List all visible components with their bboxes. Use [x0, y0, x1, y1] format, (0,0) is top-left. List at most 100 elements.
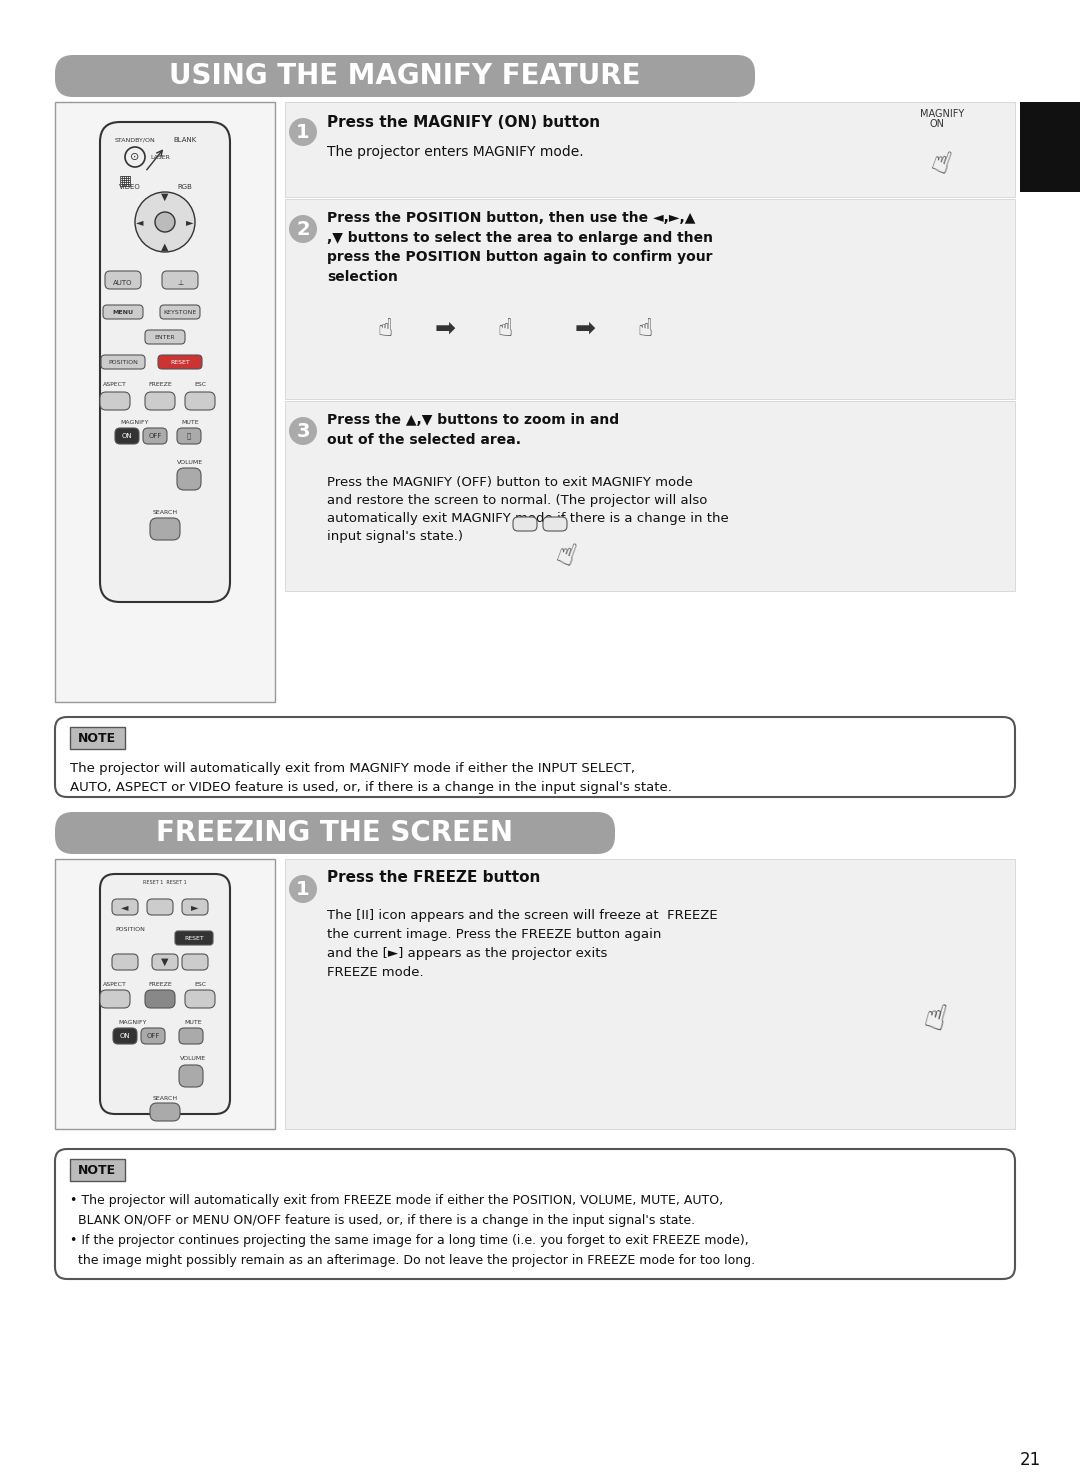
Bar: [55, 859, 275, 1129]
Text: ➡: ➡: [575, 318, 595, 341]
Text: BLANK: BLANK: [174, 137, 197, 142]
Text: FREEZING THE SCREEN: FREEZING THE SCREEN: [157, 819, 513, 847]
Bar: [70, 727, 125, 749]
Text: MUTE: MUTE: [181, 420, 199, 424]
Text: 1: 1: [296, 123, 310, 141]
FancyBboxPatch shape: [185, 990, 215, 1008]
Text: OFF: OFF: [148, 433, 162, 439]
FancyBboxPatch shape: [513, 516, 537, 531]
Text: BLANK ON/OFF or MENU ON/OFF feature is used, or, if there is a change in the inp: BLANK ON/OFF or MENU ON/OFF feature is u…: [70, 1214, 696, 1227]
Text: Press the POSITION button, then use the ◄,►,▲
,▼ buttons to select the area to e: Press the POSITION button, then use the …: [327, 211, 713, 283]
Text: MAGNIFY: MAGNIFY: [121, 420, 149, 424]
FancyBboxPatch shape: [145, 392, 175, 410]
FancyBboxPatch shape: [55, 55, 755, 96]
FancyBboxPatch shape: [175, 930, 213, 945]
FancyBboxPatch shape: [152, 954, 178, 971]
Text: ►: ►: [191, 902, 199, 913]
Text: ▦: ▦: [119, 174, 132, 187]
Text: ▼: ▼: [161, 957, 168, 968]
FancyBboxPatch shape: [147, 899, 173, 916]
FancyBboxPatch shape: [141, 1028, 165, 1045]
Text: ASPECT: ASPECT: [103, 381, 127, 386]
Text: ⊙: ⊙: [131, 151, 139, 162]
Text: RESET: RESET: [184, 935, 204, 941]
FancyBboxPatch shape: [543, 516, 567, 531]
FancyBboxPatch shape: [105, 272, 141, 289]
FancyBboxPatch shape: [145, 329, 185, 344]
Text: The [II] icon appears and the screen will freeze at  FREEZE
the current image. P: The [II] icon appears and the screen wil…: [327, 910, 717, 979]
Text: ➡: ➡: [434, 318, 456, 341]
Text: ☝: ☝: [927, 147, 954, 181]
Bar: [1020, 102, 1080, 191]
Text: ENTER: ENTER: [154, 334, 175, 340]
Text: The projector will automatically exit from MAGNIFY mode if either the INPUT SELE: The projector will automatically exit fr…: [70, 761, 672, 794]
FancyBboxPatch shape: [100, 990, 130, 1008]
FancyBboxPatch shape: [100, 122, 230, 603]
FancyBboxPatch shape: [162, 272, 198, 289]
Text: 🔇: 🔇: [187, 433, 191, 439]
FancyBboxPatch shape: [55, 1149, 1015, 1279]
FancyBboxPatch shape: [150, 518, 180, 540]
Bar: [55, 102, 275, 702]
Text: SEARCH: SEARCH: [152, 1097, 177, 1101]
Text: ASPECT: ASPECT: [103, 981, 127, 987]
Text: AUTO: AUTO: [113, 280, 133, 286]
Text: MAGNIFY: MAGNIFY: [920, 108, 964, 119]
Circle shape: [289, 215, 318, 243]
Text: Press the MAGNIFY (OFF) button to exit MAGNIFY mode
and restore the screen to no: Press the MAGNIFY (OFF) button to exit M…: [327, 476, 729, 543]
Text: POSITION: POSITION: [116, 926, 145, 932]
Text: Press the MAGNIFY (ON) button: Press the MAGNIFY (ON) button: [327, 114, 600, 129]
FancyBboxPatch shape: [100, 392, 130, 410]
FancyBboxPatch shape: [177, 467, 201, 490]
Text: the image might possibly remain as an afterimage. Do not leave the projector in : the image might possibly remain as an af…: [70, 1254, 755, 1267]
Text: ◄: ◄: [136, 217, 144, 227]
FancyBboxPatch shape: [150, 1103, 180, 1120]
Text: MUTE: MUTE: [185, 1020, 202, 1024]
FancyBboxPatch shape: [143, 427, 167, 444]
FancyBboxPatch shape: [55, 812, 615, 853]
FancyBboxPatch shape: [158, 355, 202, 370]
Bar: [285, 859, 1015, 1129]
Text: OFF: OFF: [146, 1033, 160, 1039]
Text: 21: 21: [1020, 1451, 1041, 1469]
Text: ▲: ▲: [161, 242, 168, 252]
FancyBboxPatch shape: [103, 306, 143, 319]
Text: • The projector will automatically exit from FREEZE mode if either the POSITION,: • The projector will automatically exit …: [70, 1195, 724, 1206]
Text: NOTE: NOTE: [78, 732, 116, 745]
Text: ◄: ◄: [121, 902, 129, 913]
FancyBboxPatch shape: [145, 990, 175, 1008]
Text: ON: ON: [120, 1033, 131, 1039]
Text: ►: ►: [186, 217, 193, 227]
Text: Press the ▲,▼ buttons to zoom in and
out of the selected area.: Press the ▲,▼ buttons to zoom in and out…: [327, 413, 619, 447]
FancyBboxPatch shape: [112, 899, 138, 916]
Text: STANDBY/ON: STANDBY/ON: [114, 138, 156, 142]
Text: ON: ON: [122, 433, 133, 439]
FancyBboxPatch shape: [112, 954, 138, 971]
Text: ESC: ESC: [194, 981, 206, 987]
FancyBboxPatch shape: [100, 874, 230, 1114]
Text: RESET: RESET: [171, 359, 190, 365]
Text: VOLUME: VOLUME: [177, 460, 203, 464]
Text: 1: 1: [296, 880, 310, 898]
Text: ⊥: ⊥: [177, 280, 184, 286]
FancyBboxPatch shape: [114, 427, 139, 444]
FancyBboxPatch shape: [185, 392, 215, 410]
FancyBboxPatch shape: [183, 954, 208, 971]
Text: KEYSTONE: KEYSTONE: [163, 310, 197, 315]
Circle shape: [289, 876, 318, 902]
FancyBboxPatch shape: [160, 306, 200, 319]
Text: MENU: MENU: [112, 310, 134, 315]
Circle shape: [289, 119, 318, 145]
Text: SEARCH: SEARCH: [152, 509, 177, 515]
FancyBboxPatch shape: [183, 899, 208, 916]
Text: POSITION: POSITION: [108, 359, 138, 365]
Circle shape: [135, 191, 195, 252]
FancyBboxPatch shape: [102, 355, 145, 370]
Text: ☝: ☝: [920, 1000, 950, 1039]
Bar: [70, 1159, 125, 1181]
Text: VIDEO: VIDEO: [119, 184, 140, 190]
Text: ☝: ☝: [377, 318, 393, 341]
Text: ☝: ☝: [637, 318, 652, 341]
Text: 2: 2: [296, 220, 310, 239]
Text: MAGNIFY: MAGNIFY: [119, 1020, 147, 1024]
